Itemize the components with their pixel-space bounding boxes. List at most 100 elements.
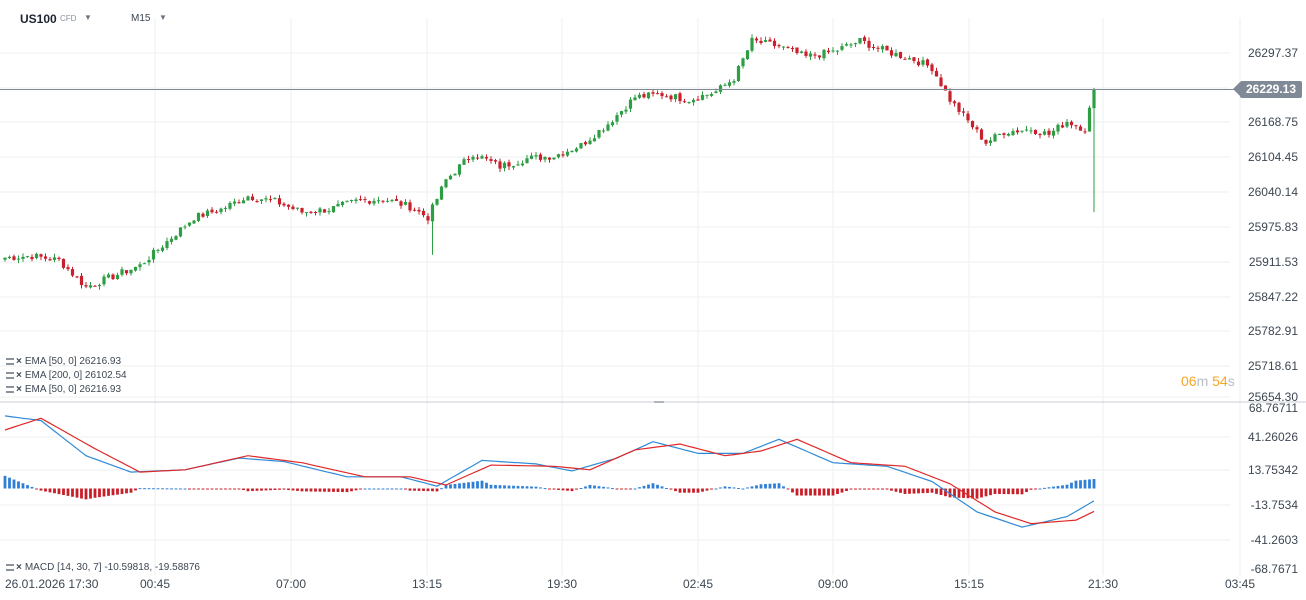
candle-body <box>943 85 948 91</box>
histogram-bar <box>480 480 484 489</box>
histogram-bar <box>930 488 934 493</box>
histogram-bar <box>1092 479 1096 489</box>
macd-axis-label: -68.7671 <box>1251 562 1299 576</box>
histogram-bar <box>80 488 83 499</box>
chart-toolbar: US100 CFD ▼ M15 ▼ <box>0 0 1306 36</box>
candle-body <box>1011 131 1015 135</box>
histogram-bar <box>1043 487 1046 489</box>
candle-body <box>934 70 939 77</box>
candle-body <box>619 111 624 115</box>
histogram-bar <box>53 488 56 494</box>
candle-body <box>723 84 727 86</box>
close-icon[interactable]: × <box>16 562 22 573</box>
histogram-bar <box>647 484 650 489</box>
candle-body <box>867 40 871 48</box>
histogram-bar <box>651 483 655 489</box>
candle-body <box>142 263 147 265</box>
histogram-bar <box>485 482 488 489</box>
candle-body <box>183 226 187 228</box>
candle-body <box>421 210 426 216</box>
candle-body <box>552 157 556 160</box>
candle-body <box>1074 125 1078 127</box>
histogram-bar <box>660 486 664 489</box>
histogram-bar <box>197 488 200 490</box>
histogram-bar <box>120 488 124 494</box>
histogram-bar <box>849 488 853 490</box>
close-icon[interactable]: × <box>16 384 22 395</box>
histogram-bar <box>278 488 281 490</box>
histogram-bar <box>1083 479 1087 489</box>
ema-legend-2[interactable]: × EMA [200, 0] 26102.54 <box>6 369 127 383</box>
histogram-bar <box>611 488 614 490</box>
timeframe-dropdown-icon[interactable]: ▼ <box>159 13 167 22</box>
histogram-bar <box>260 488 263 491</box>
histogram-bar <box>206 488 209 490</box>
candle-body <box>318 208 322 213</box>
candle-body <box>129 269 133 274</box>
candle-body <box>579 143 583 149</box>
candle-body <box>403 201 408 205</box>
histogram-bar <box>1070 482 1073 489</box>
histogram-bar <box>957 488 961 498</box>
histogram-bar <box>224 488 227 490</box>
histogram-bar <box>476 481 479 489</box>
candle-body <box>349 200 354 202</box>
histogram-bar <box>966 488 970 499</box>
ema-legend-1[interactable]: × EMA [50, 0] 26216.93 <box>6 355 121 369</box>
histogram-bar <box>242 488 245 491</box>
macd-legend[interactable]: × MACD [14, 30, 7] -10.59818, -19.58876 <box>6 561 200 575</box>
candle-body <box>687 102 691 104</box>
candle-body <box>115 274 120 280</box>
macd-legend-text: MACD [14, 30, 7] -10.59818, -19.58876 <box>24 562 200 573</box>
histogram-bar <box>732 487 736 489</box>
close-icon[interactable]: × <box>16 356 22 367</box>
candle-body <box>430 204 435 222</box>
candle-body <box>196 212 201 221</box>
histogram-bar <box>161 488 164 490</box>
histogram-bar <box>282 488 286 490</box>
close-icon[interactable]: × <box>16 370 22 381</box>
candle-body <box>228 203 232 209</box>
histogram-bar <box>701 488 704 492</box>
candle-body <box>772 40 777 46</box>
time-axis-label: 09:00 <box>818 577 848 591</box>
candle-body <box>25 256 30 258</box>
histogram-bar <box>305 488 308 492</box>
symbol-dropdown-icon[interactable]: ▼ <box>84 13 92 22</box>
candle-body <box>192 220 196 224</box>
candle-body <box>237 202 241 204</box>
candle-body <box>538 154 543 160</box>
histogram-bar <box>395 488 398 490</box>
histogram-bar <box>692 488 695 493</box>
time-axis-label: 19:30 <box>547 577 577 591</box>
candle-body <box>669 95 673 100</box>
candle-body <box>993 134 997 142</box>
settings-icon[interactable] <box>6 385 14 393</box>
candle-body <box>543 156 547 160</box>
candle-body <box>1060 125 1065 128</box>
candle-body <box>138 264 142 268</box>
histogram-bar <box>372 488 376 490</box>
settings-icon[interactable] <box>6 563 14 571</box>
histogram-bar <box>170 488 173 490</box>
histogram-bar <box>1079 480 1082 489</box>
timeframe-label[interactable]: M15 <box>131 13 151 24</box>
histogram-bar <box>606 487 610 489</box>
candle-body <box>313 211 318 213</box>
candle-body <box>790 48 795 50</box>
histogram-bar <box>674 488 677 492</box>
candle-body <box>592 138 597 142</box>
histogram-bar <box>188 488 191 490</box>
settings-icon[interactable] <box>6 371 14 379</box>
histogram-bar <box>314 488 317 492</box>
ema-legend-3[interactable]: × EMA [50, 0] 26216.93 <box>6 383 121 397</box>
candle-body <box>34 253 39 259</box>
settings-icon[interactable] <box>6 357 14 365</box>
candle-body <box>133 266 138 271</box>
symbol-label[interactable]: US100 <box>20 12 57 26</box>
histogram-bar <box>102 488 106 497</box>
candle-body <box>381 200 385 202</box>
histogram-bar <box>300 488 304 492</box>
histogram-bar <box>665 487 668 489</box>
